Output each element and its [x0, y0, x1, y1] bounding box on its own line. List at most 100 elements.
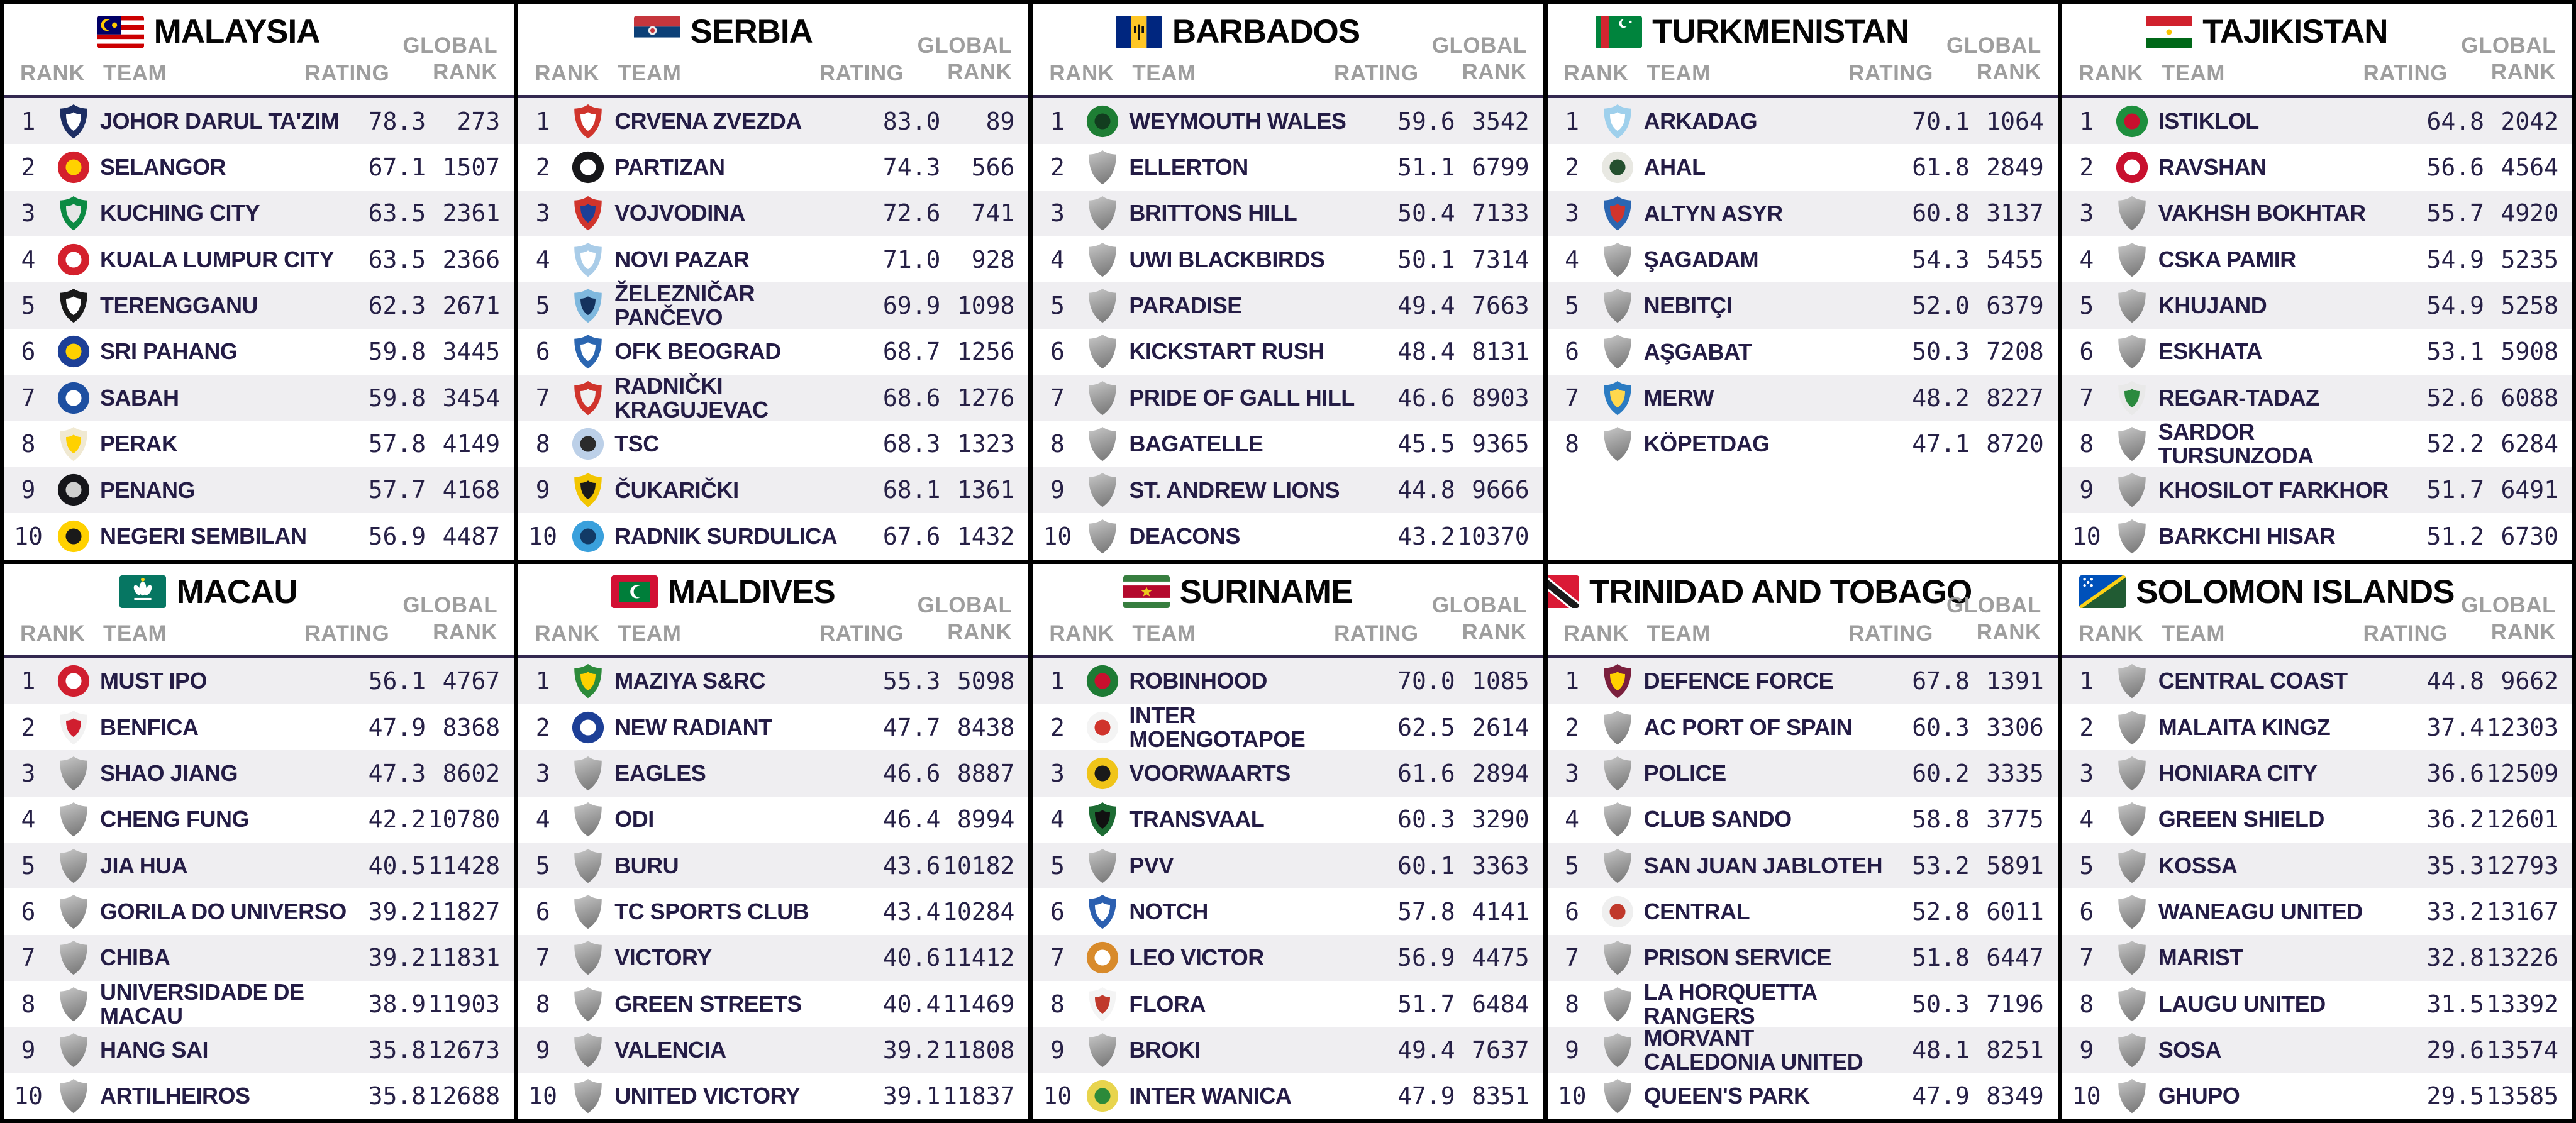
- team-name: INTER WANICA: [1129, 1083, 1292, 1109]
- table-rows: 1 CRVENA ZVEZDA 83.0 89 2 PARTIZAN 74.3 5…: [518, 98, 1029, 560]
- table-row: 10 INTER WANICA 47.9 8351: [1033, 1073, 1543, 1119]
- team-name: RADNIK SURDULICA: [614, 523, 838, 549]
- table-header: TAJIKISTAN RANK TEAM RATING GLOBAL RANK: [2062, 4, 2572, 98]
- table-row: 10 DEACONS 43.2 10370: [1033, 513, 1543, 559]
- team-rating: 60.3: [1912, 713, 1970, 741]
- team-rank: 9: [535, 476, 550, 504]
- team-rating: 29.6: [2426, 1036, 2484, 1064]
- team-global-rank: 1361: [957, 476, 1015, 504]
- team-global-rank: 7133: [1472, 199, 1530, 228]
- table-row: 4 CSKA PAMIR 54.9 5235: [2062, 236, 2572, 282]
- column-header-rank: RANK: [1563, 61, 1629, 86]
- team-name: REGAR-TADAZ: [2158, 384, 2319, 411]
- team-rank: 8: [21, 430, 36, 458]
- team-rating: 57.8: [368, 430, 426, 458]
- table-rows: 1 MUST IPO 56.1 4767 2 BENFICA 47.9 8368 3…: [4, 658, 514, 1120]
- team-global-rank: 3335: [1986, 759, 2044, 787]
- team-global-rank: 1256: [957, 338, 1015, 366]
- team-rank: 6: [1050, 338, 1065, 366]
- team-logo-icon: [2114, 379, 2150, 417]
- team-rating: 35.3: [2426, 851, 2484, 880]
- country-table: MACAU RANK TEAM RATING GLOBAL RANK 1 MUST…: [4, 563, 514, 1120]
- team-rank: 5: [1050, 292, 1065, 320]
- team-global-rank: 5908: [2501, 338, 2558, 366]
- team-logo-icon: [570, 755, 606, 792]
- team-name: ESKHATA: [2158, 338, 2263, 365]
- team-rank: 1: [535, 107, 550, 135]
- team-logo-icon: [2114, 517, 2150, 555]
- team-logo-icon: [1084, 471, 1121, 509]
- team-rating: 47.1: [1912, 430, 1970, 458]
- team-rank: 6: [1565, 897, 1580, 926]
- table-header: MACAU RANK TEAM RATING GLOBAL RANK: [4, 563, 514, 658]
- team-rating: 55.3: [882, 667, 941, 695]
- column-header-global-line1: GLOBAL: [1946, 33, 2041, 58]
- table-row: 3 SHAO JIANG 47.3 8602: [4, 750, 514, 797]
- column-header-global-line2: RANK: [433, 60, 498, 85]
- table-row: 9 VALENCIA 39.2 11808: [518, 1027, 1029, 1073]
- team-name: DEFENCE FORCE: [1643, 668, 1834, 694]
- team-rating: 29.5: [2426, 1082, 2484, 1110]
- team-global-rank: 12688: [428, 1082, 501, 1110]
- team-logo-icon: [1084, 517, 1121, 555]
- team-global-rank: 3137: [1986, 199, 2044, 228]
- team-rating: 70.0: [1397, 667, 1455, 695]
- team-rank: 5: [535, 851, 550, 880]
- table-row: 3 EAGLES 46.6 8887: [518, 750, 1029, 797]
- team-rank: 10: [528, 1082, 558, 1110]
- column-header-rating: RATING: [819, 61, 904, 86]
- team-rank: 7: [1050, 944, 1065, 972]
- team-rank: 10: [1043, 522, 1072, 550]
- team-rank: 4: [21, 805, 36, 834]
- team-global-rank: 5455: [1986, 245, 2044, 274]
- team-global-rank: 9662: [2501, 667, 2558, 695]
- team-rating: 42.2: [368, 805, 426, 834]
- team-rating: 37.4: [2426, 713, 2484, 741]
- team-name: ELLERTON: [1129, 154, 1248, 180]
- country-name: SERBIA: [690, 13, 813, 50]
- table-row: 4 UWI BLACKBIRDS 50.1 7314: [1033, 236, 1543, 282]
- team-name: VOORWAARTS: [1129, 760, 1291, 786]
- team-name: ČUKARIČKI: [614, 477, 739, 503]
- table-row: 5 SAN JUAN JABLOTEH 53.2 5891: [1547, 842, 2058, 889]
- column-header-global-line1: GLOBAL: [1946, 593, 2041, 618]
- table-row: 6 NOTCH 57.8 4141: [1033, 888, 1543, 934]
- country-name: BARBADOS: [1172, 13, 1360, 50]
- team-rank: 3: [21, 759, 36, 787]
- team-name: JIA HUA: [100, 852, 188, 878]
- table-row: 6 CENTRAL 52.8 6011: [1548, 888, 2058, 934]
- team-rating: 63.5: [368, 245, 426, 274]
- team-rank: 2: [1565, 153, 1580, 182]
- team-rating: 38.9: [368, 990, 426, 1018]
- team-rank: 2: [1050, 713, 1065, 741]
- team-rating: 60.3: [1397, 805, 1455, 834]
- table-row: 8 KÖPETDAG 47.1 8720: [1548, 421, 2058, 467]
- team-logo-icon: [1599, 194, 1636, 232]
- team-rank: 7: [21, 944, 36, 972]
- team-logo-icon: [570, 425, 606, 463]
- team-rank: 4: [1050, 805, 1065, 834]
- table-row: 10 ARTILHEIROS 35.8 12688: [4, 1073, 514, 1119]
- team-global-rank: 1085: [1472, 667, 1530, 695]
- team-name: WEYMOUTH WALES: [1129, 108, 1346, 134]
- team-rank: 5: [21, 292, 36, 320]
- team-name: ST. ANDREW LIONS: [1129, 477, 1340, 503]
- team-logo-icon: [55, 241, 92, 279]
- table-header: SURINAME RANK TEAM RATING GLOBAL RANK: [1033, 563, 1543, 658]
- table-row: 4 ODI 46.4 8994: [518, 797, 1028, 843]
- team-name: UNITED VICTORY: [614, 1083, 801, 1109]
- team-global-rank: 6730: [2501, 522, 2558, 550]
- team-name: MUST IPO: [100, 668, 208, 694]
- team-rank: 3: [21, 199, 36, 228]
- table-row: 8 BAGATELLE 45.5 9365: [1033, 421, 1543, 467]
- country-title: TRINIDAD AND TOBAGO: [1547, 573, 1972, 611]
- team-logo-icon: [570, 517, 606, 555]
- team-rank: 7: [2079, 384, 2094, 412]
- table-row: 8 SARDOR TURSUNZODA 52.2 6284: [2062, 420, 2572, 467]
- team-logo-icon: [1084, 194, 1121, 232]
- team-logo-icon: [1084, 1031, 1121, 1069]
- table-row: 1 ROBINHOOD 70.0 1085: [1033, 658, 1543, 704]
- team-logo-icon: [55, 709, 92, 746]
- team-global-rank: 5098: [957, 667, 1015, 695]
- table-row: 6 AŞGABAT 50.3 7208: [1548, 329, 2058, 375]
